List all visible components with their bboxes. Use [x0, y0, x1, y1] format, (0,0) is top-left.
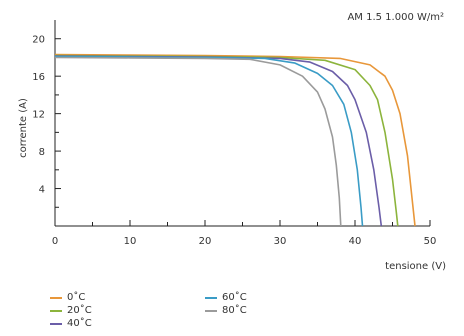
legend-swatch [205, 297, 217, 299]
y-tick-label: 20 [32, 35, 45, 46]
legend-item: 80˚C [205, 305, 247, 317]
x-tick-label: 40 [349, 236, 362, 247]
legend-swatch [50, 297, 62, 299]
legend-label: 40˚C [67, 318, 92, 329]
irradiance-annotation: AM 1.5 1.000 W/m² [347, 12, 444, 23]
x-tick-label: 50 [424, 236, 437, 247]
ticks: 0 10 20 30 40 50 4 8 12 16 20 [32, 35, 436, 247]
x-tick-label: 30 [274, 236, 287, 247]
x-tick-label: 10 [124, 236, 137, 247]
series-line-4 [54, 56, 342, 227]
series-line-3 [54, 55, 364, 227]
y-tick-label: 8 [39, 147, 45, 158]
series-lines [54, 53, 416, 227]
y-tick-label: 12 [32, 110, 45, 121]
legend-item: 40˚C [50, 318, 92, 330]
legend-label: 20˚C [67, 305, 92, 316]
legend-swatch [50, 323, 62, 325]
x-axis-label: tensione (V) [385, 261, 446, 272]
legend: 0˚C 20˚C 40˚C 60˚C 80˚C [50, 292, 310, 332]
y-axis-label: corrente (A) [18, 98, 29, 158]
y-tick-label: 4 [39, 185, 45, 196]
series-line-1 [54, 54, 399, 227]
legend-swatch [205, 310, 217, 312]
legend-item: 60˚C [205, 292, 247, 304]
legend-label: 60˚C [222, 292, 247, 303]
series-line-0 [54, 53, 416, 227]
axes [54, 20, 430, 227]
legend-swatch [50, 310, 62, 312]
y-tick-label: 16 [32, 72, 45, 83]
x-tick-label: 0 [52, 236, 58, 247]
legend-item: 0˚C [50, 292, 85, 304]
legend-label: 0˚C [67, 292, 86, 303]
legend-item: 20˚C [50, 305, 92, 317]
legend-label: 80˚C [222, 305, 247, 316]
x-tick-label: 20 [199, 236, 212, 247]
